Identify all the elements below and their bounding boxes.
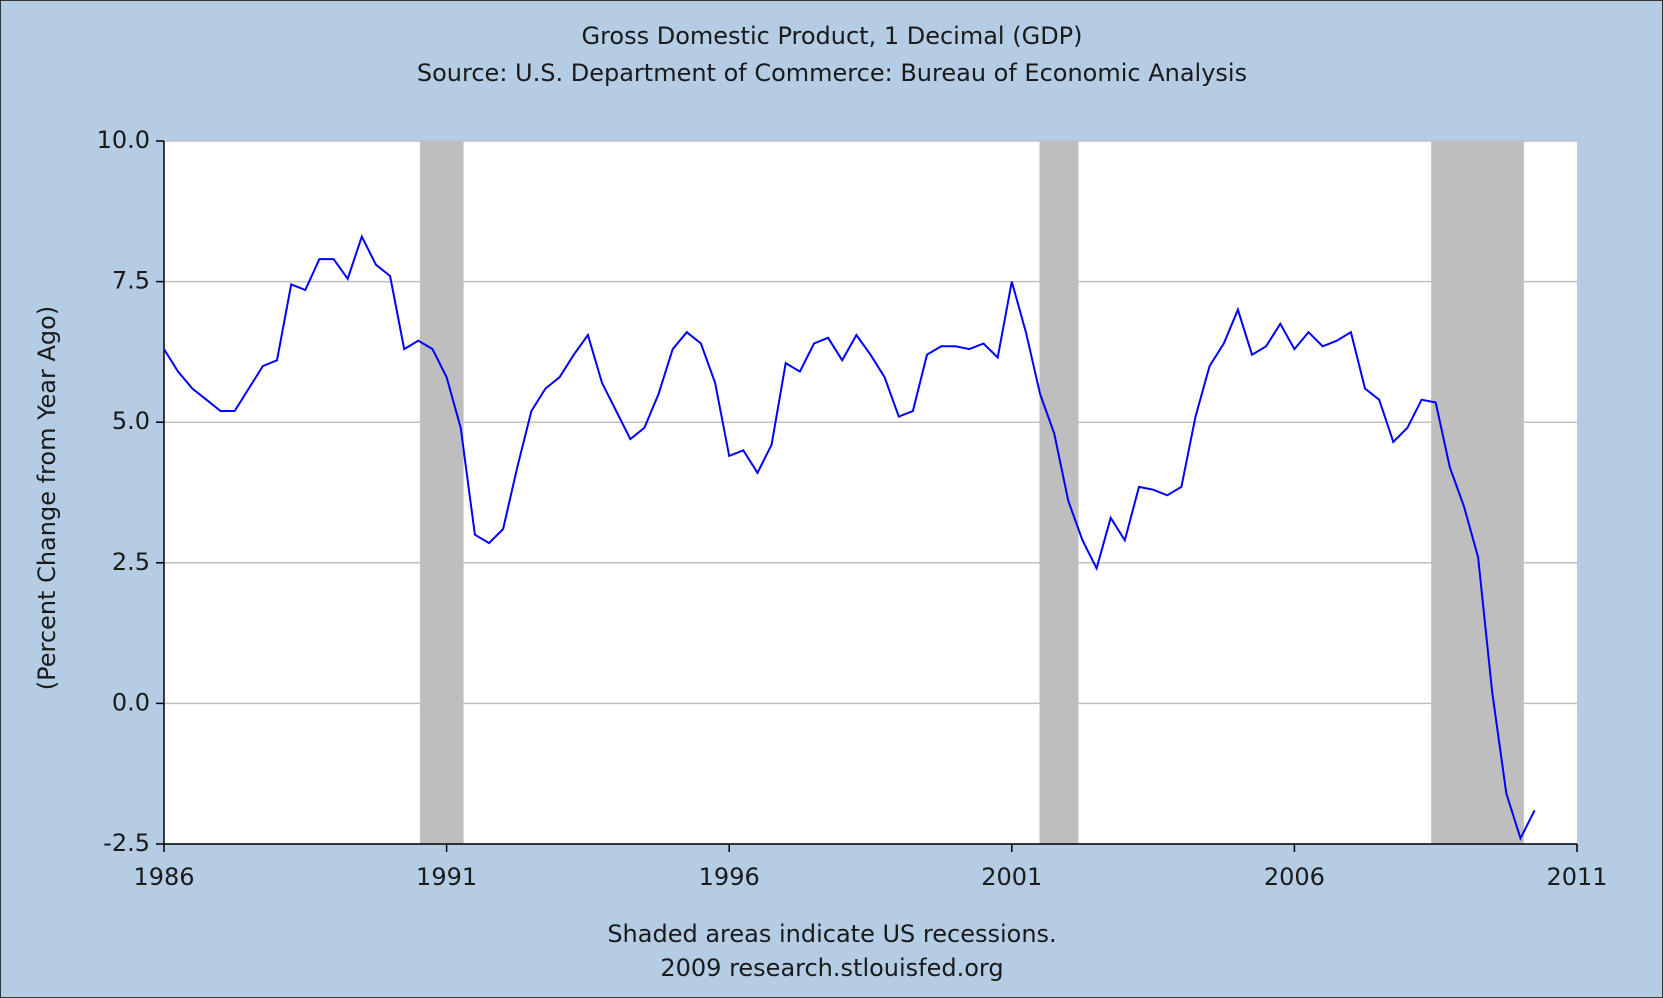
y-axis-label: (Percent Change from Year Ago) [33,306,61,690]
footnote: 2009 research.stlouisfed.org [660,954,1003,982]
y-tick-label: 10.0 [97,126,150,154]
plot-area [164,141,1577,844]
y-tick-label: -2.5 [103,829,150,857]
chart-title: Gross Domestic Product, 1 Decimal (GDP) [581,22,1082,50]
chart-subtitle: Source: U.S. Department of Commerce: Bur… [417,59,1247,87]
x-tick-label: 1991 [416,863,477,891]
x-tick-label: 1986 [133,863,194,891]
y-tick-label: 7.5 [112,267,150,295]
footnote: Shaded areas indicate US recessions. [607,920,1056,948]
y-tick-label: 2.5 [112,548,150,576]
data-line [163,234,1536,842]
recession-band [1039,141,1079,844]
y-tick-label: 5.0 [112,407,150,435]
y-tick-label: 0.0 [112,688,150,716]
recession-band [1431,141,1524,844]
recession-band [420,141,464,844]
x-tick-label: 1996 [699,863,760,891]
x-tick-label: 2001 [981,863,1042,891]
x-tick-label: 2011 [1546,863,1607,891]
x-tick-label: 2006 [1264,863,1325,891]
